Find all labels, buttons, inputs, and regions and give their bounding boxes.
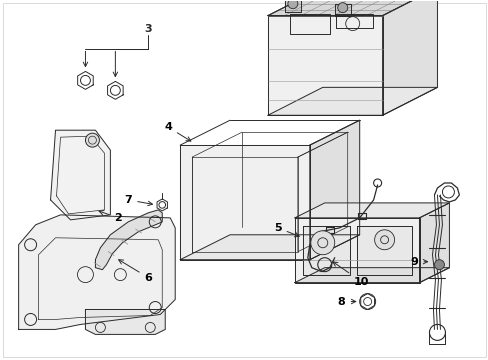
- Polygon shape: [309, 120, 359, 260]
- Text: 10: 10: [332, 262, 368, 287]
- Text: 3: 3: [144, 24, 152, 33]
- Text: 5: 5: [274, 223, 299, 237]
- Polygon shape: [356, 226, 411, 275]
- Polygon shape: [19, 215, 175, 329]
- Polygon shape: [95, 210, 162, 270]
- Polygon shape: [285, 0, 300, 12]
- Polygon shape: [85, 310, 165, 334]
- Text: 6: 6: [119, 260, 152, 283]
- Circle shape: [433, 260, 444, 270]
- Text: 1: 1: [0, 359, 1, 360]
- Polygon shape: [294, 268, 448, 283]
- Polygon shape: [294, 203, 448, 218]
- Polygon shape: [419, 203, 448, 283]
- Text: 7: 7: [124, 195, 152, 206]
- Polygon shape: [334, 4, 350, 15]
- Text: 2: 2: [99, 211, 122, 223]
- Polygon shape: [267, 0, 437, 15]
- Text: 4: 4: [164, 122, 190, 141]
- Polygon shape: [267, 15, 382, 115]
- Circle shape: [310, 231, 334, 255]
- Circle shape: [85, 133, 99, 147]
- Polygon shape: [267, 87, 437, 115]
- Circle shape: [359, 293, 375, 310]
- Polygon shape: [180, 145, 309, 260]
- Circle shape: [287, 0, 297, 9]
- Text: 8: 8: [337, 297, 355, 306]
- Polygon shape: [382, 0, 437, 115]
- Text: 9: 9: [410, 257, 427, 267]
- Polygon shape: [294, 218, 419, 283]
- Polygon shape: [50, 130, 110, 220]
- Circle shape: [374, 230, 394, 250]
- Polygon shape: [180, 235, 359, 260]
- Polygon shape: [302, 226, 349, 275]
- Circle shape: [337, 3, 347, 13]
